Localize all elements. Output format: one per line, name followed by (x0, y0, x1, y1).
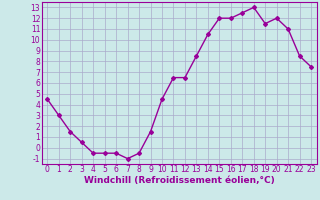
X-axis label: Windchill (Refroidissement éolien,°C): Windchill (Refroidissement éolien,°C) (84, 176, 275, 185)
